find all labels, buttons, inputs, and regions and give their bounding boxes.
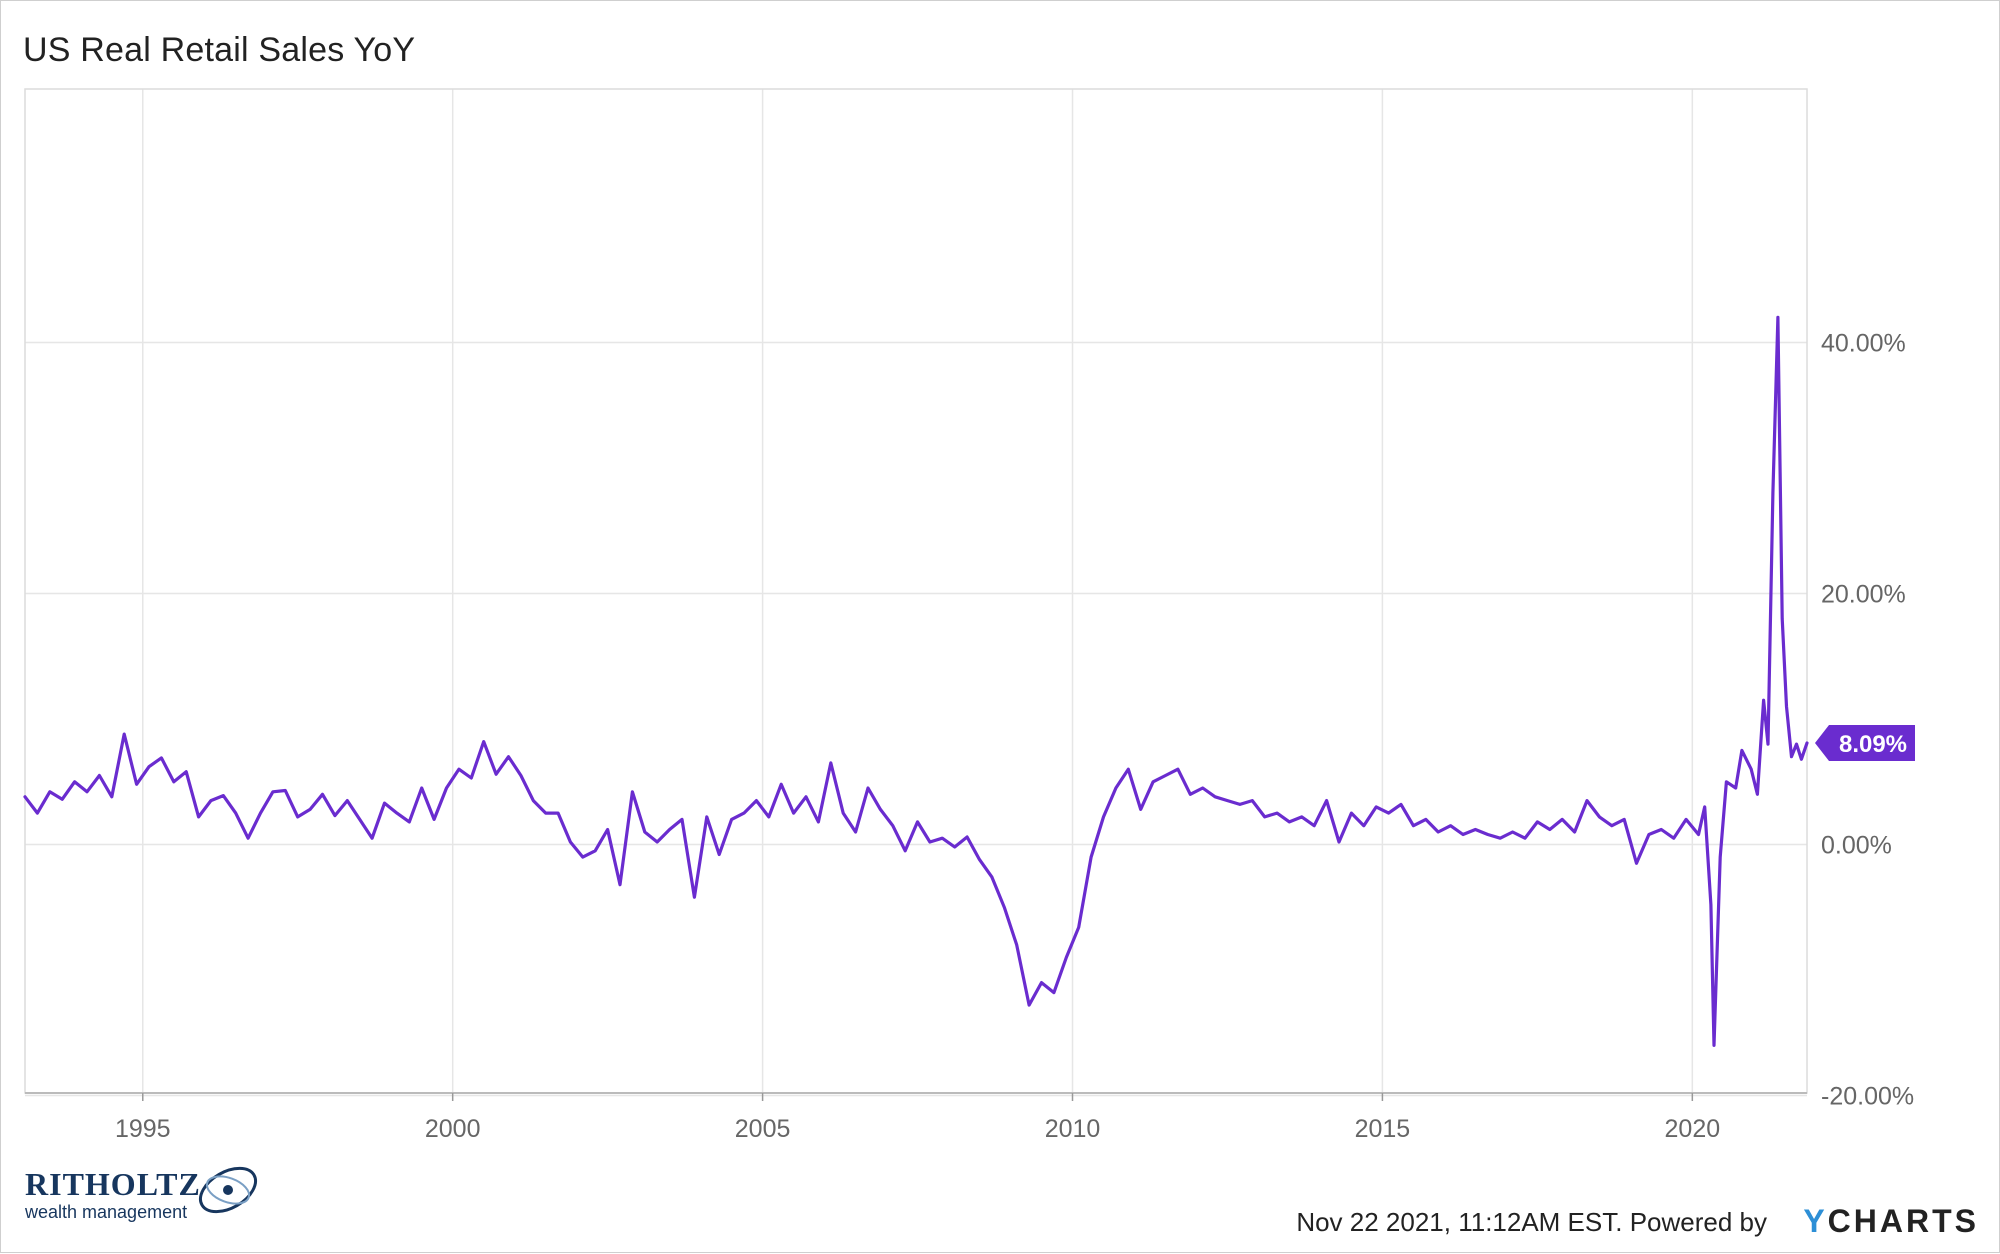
y-axis-ticks: 40.00% 20.00% 0.00% -20.00% bbox=[1821, 330, 1914, 1111]
x-tick-label: 2005 bbox=[735, 1115, 791, 1143]
logo-subtitle: wealth management bbox=[25, 1202, 188, 1222]
x-tick-label: 2020 bbox=[1665, 1115, 1721, 1143]
grid bbox=[25, 89, 1807, 1097]
x-tick-label: 2000 bbox=[425, 1115, 481, 1143]
logo-name: RITHOLTZ bbox=[25, 1166, 201, 1202]
x-tick-label: 2015 bbox=[1355, 1115, 1411, 1143]
last-value-marker: 8.09% bbox=[1815, 724, 1915, 761]
ritholtz-logo: RITHOLTZ wealth management bbox=[25, 1160, 265, 1230]
chart-title: US Real Retail Sales YoY bbox=[23, 31, 416, 69]
y-tick-label: 20.00% bbox=[1821, 581, 1906, 609]
footer-timestamp: Nov 22 2021, 11:12AM EST. Powered by bbox=[1296, 1207, 1767, 1237]
ritholtz-emblem-icon bbox=[199, 1166, 257, 1214]
ycharts-logo: YCHARTS bbox=[1803, 1203, 1979, 1240]
y-tick-label: 40.00% bbox=[1821, 330, 1906, 358]
y-tick-label: 0.00% bbox=[1821, 832, 1892, 860]
last-value-badge bbox=[1815, 724, 1915, 761]
axes bbox=[24, 88, 1808, 1094]
series-group bbox=[23, 315, 1809, 1047]
x-tick-label: 2010 bbox=[1045, 1115, 1101, 1143]
series-line bbox=[23, 315, 1809, 1047]
y-tick-label: -20.00% bbox=[1821, 1083, 1914, 1111]
x-axis-ticks: 1995 2000 2005 2010 2015 2020 bbox=[115, 1093, 1720, 1143]
ycharts-rest: CHARTS bbox=[1827, 1203, 1979, 1239]
ycharts-y: Y bbox=[1803, 1203, 1828, 1239]
x-tick-label: 1995 bbox=[115, 1115, 171, 1143]
plot-border bbox=[24, 88, 1808, 1094]
last-value-text: 8.09% bbox=[1839, 731, 1907, 758]
